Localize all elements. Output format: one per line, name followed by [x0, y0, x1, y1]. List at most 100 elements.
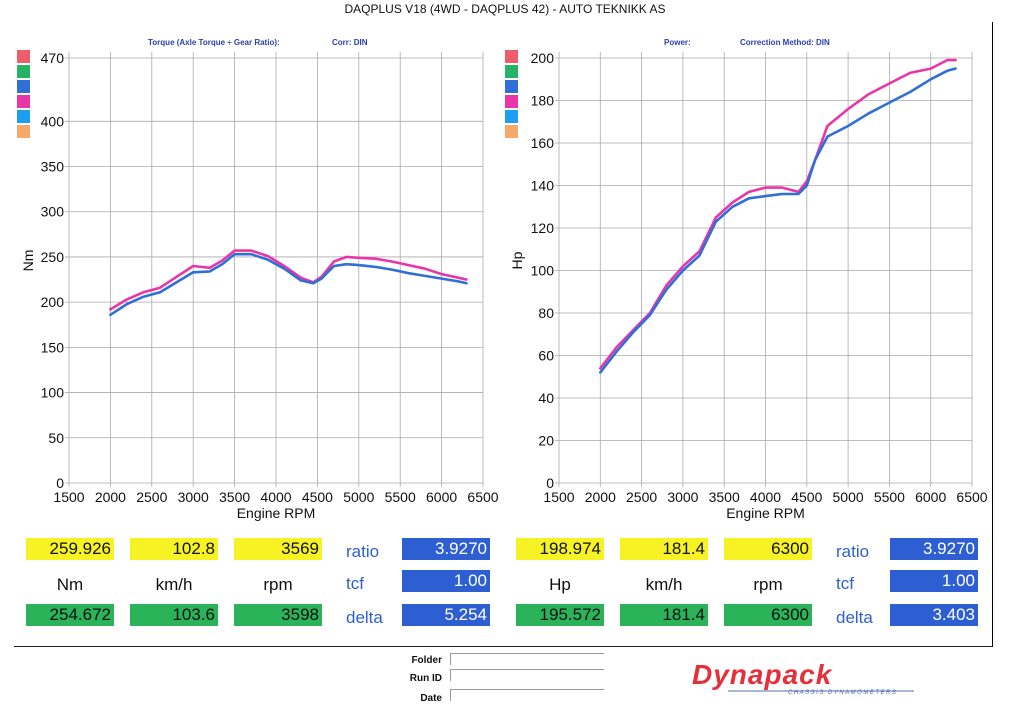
x-tick-label: 5500	[874, 489, 905, 505]
power-ratio-value: 3.9270	[890, 538, 978, 560]
y-tick-label: 200	[531, 50, 555, 66]
torque-max-value: 259.926	[26, 538, 114, 560]
tcf-label: tcf	[346, 574, 364, 593]
x-axis-label: Engine RPM	[237, 505, 316, 521]
torque-unit-label: Nm	[56, 575, 84, 594]
torque-speed-value: 102.8	[130, 538, 218, 560]
x-tick-label: 6500	[956, 489, 987, 505]
power-chart: 1500 2000 2500 3000 3500 4000 4500 5000 5500 6000…	[505, 50, 988, 521]
date-label: Date	[420, 693, 442, 704]
x-tick-label: 2000	[585, 489, 616, 505]
x-axis-label: Engine RPM	[726, 505, 805, 521]
x-tick-label: 4500	[302, 489, 333, 505]
x-tick-label: 1500	[543, 489, 574, 505]
y-tick-label: 0	[56, 475, 64, 491]
x-tick-label: 4000	[750, 489, 781, 505]
y-tick-label: 180	[531, 93, 555, 109]
logo-tagline: CHASSIS DYNAMOMETERS	[788, 690, 897, 696]
y-axis-label: Hp	[509, 251, 525, 269]
run-id-field-tick	[450, 669, 451, 681]
x-tick-label: 5000	[343, 489, 374, 505]
date-field[interactable]	[450, 689, 604, 690]
x-tick-label: 6500	[467, 489, 498, 505]
ratio-label: ratio	[346, 542, 380, 561]
footer: Folder Run ID Date	[14, 646, 992, 722]
dynapack-logo: Dynapack CHASSIS DYNAMOMETERS	[692, 660, 914, 696]
power-speed-unit-label: km/h	[645, 575, 683, 594]
x-tick-label: 6000	[426, 489, 457, 505]
x-tick-label: 3000	[667, 489, 698, 505]
y-tick-label: 0	[546, 475, 554, 491]
logo-wordmark: Dynapack	[692, 660, 833, 690]
y-tick-label: 470	[41, 50, 65, 66]
power-speed-compare-value: 181.4	[620, 604, 708, 626]
x-tick-label: 5500	[385, 489, 416, 505]
legend-swatch	[17, 125, 30, 138]
torque-compare-value: 254.672	[26, 604, 114, 626]
y-tick-label: 100	[531, 263, 555, 279]
folder-field-tick	[450, 653, 451, 665]
left-chart-subtitle: Torque (Axle Torque ÷ Gear Ratio):	[148, 38, 280, 47]
legend-swatch	[17, 65, 30, 78]
right-chart-correction: Correction Method: DIN	[740, 38, 830, 47]
power-delta-value: 3.403	[890, 604, 978, 626]
run-id-field[interactable]	[450, 669, 604, 670]
torque-rpm-value: 3569	[234, 538, 322, 560]
power-rpm-value: 6300	[724, 538, 812, 560]
power-max-value: 198.974	[516, 538, 604, 560]
series-line-blue	[109, 252, 468, 317]
power-delta-label: delta	[836, 608, 873, 627]
legend-swatch	[505, 80, 518, 93]
tcf-value: 1.00	[402, 570, 490, 592]
legend-swatch	[505, 65, 518, 78]
y-tick-label: 60	[538, 348, 554, 364]
page-edge-line	[992, 22, 993, 647]
x-tick-label: 1500	[53, 489, 84, 505]
left-chart-correction: Corr: DIN	[332, 38, 368, 47]
y-tick-label: 120	[531, 220, 555, 236]
y-tick-label: 200	[41, 294, 65, 310]
folder-label: Folder	[411, 655, 442, 666]
x-tick-label: 2500	[136, 489, 167, 505]
power-ratio-label: ratio	[836, 542, 870, 561]
speed-unit-label: km/h	[155, 575, 193, 594]
x-tick-label: 4000	[260, 489, 291, 505]
legend-swatch	[17, 50, 30, 63]
series-line-magenta	[109, 249, 468, 311]
legend-swatch	[505, 125, 518, 138]
readout-panel: 259.926 102.8 3569 Nm km/h rpm 254.672 1…	[14, 532, 992, 644]
y-tick-label: 50	[48, 430, 64, 446]
power-rpm-unit-label: rpm	[753, 575, 783, 594]
y-tick-label: 150	[41, 339, 65, 355]
y-tick-label: 20	[538, 433, 554, 449]
delta-label: delta	[346, 608, 383, 627]
y-tick-label: 300	[41, 204, 65, 220]
x-tick-label: 5000	[833, 489, 864, 505]
x-tick-label: 2000	[95, 489, 126, 505]
y-tick-label: 350	[41, 159, 65, 175]
folder-field[interactable]	[450, 653, 604, 654]
report-title: DAQPLUS V18 (4WD - DAQPLUS 42) - AUTO TE…	[344, 2, 666, 16]
y-tick-label: 80	[538, 305, 554, 321]
torque-chart: 1500 2000 2500 3000 3500 4000 4500 5000 5500 6000…	[17, 50, 499, 521]
y-tick-label: 100	[41, 385, 65, 401]
y-tick-label: 40	[538, 390, 554, 406]
right-chart-subtitle: Power:	[664, 38, 691, 47]
date-field-tick	[450, 689, 451, 701]
speed-compare-value: 103.6	[130, 604, 218, 626]
x-tick-label: 4500	[791, 489, 822, 505]
delta-value: 5.254	[402, 604, 490, 626]
power-unit-label: Hp	[549, 575, 571, 594]
legend-swatch	[505, 95, 518, 108]
x-tick-label: 3500	[219, 489, 250, 505]
power-compare-value: 195.572	[516, 604, 604, 626]
legend-swatch	[17, 95, 30, 108]
y-tick-label: 250	[41, 249, 65, 265]
rpm-unit-label: rpm	[263, 575, 293, 594]
legend-swatch	[505, 50, 518, 63]
legend-swatch	[17, 80, 30, 93]
ratio-value: 3.9270	[402, 538, 490, 560]
series-line-magenta	[599, 58, 957, 370]
y-axis-label: Nm	[20, 250, 36, 272]
power-rpm-compare-value: 6300	[724, 604, 812, 626]
